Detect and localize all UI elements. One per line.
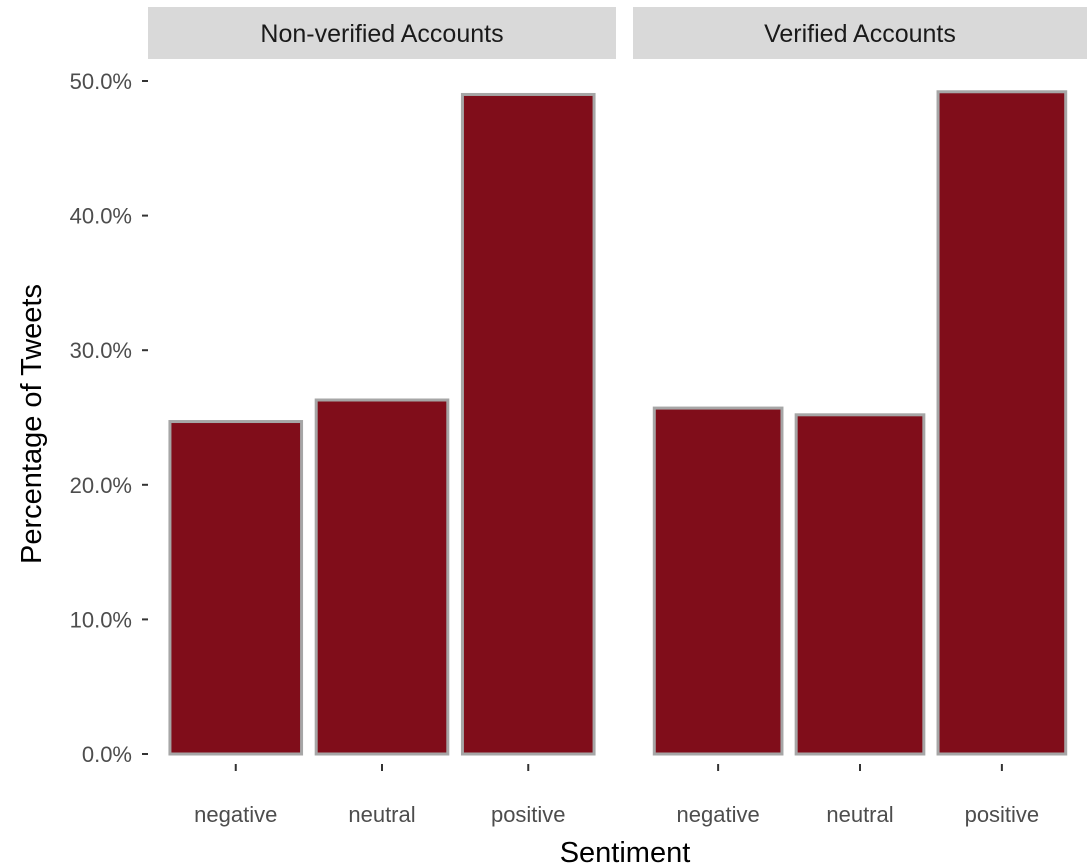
- facet-strip-label: Non-verified Accounts: [260, 20, 503, 48]
- x-tick-label: positive: [491, 802, 566, 827]
- bar: [314, 398, 450, 756]
- bar: [460, 92, 596, 756]
- y-axis: 0.0% 10.0% 20.0% 30.0% 40.0% 50.0%: [70, 69, 148, 767]
- x-tick-label: positive: [965, 802, 1040, 827]
- bar: [652, 406, 784, 756]
- x-tick-label: negative: [677, 802, 760, 827]
- x-tick-label: negative: [194, 802, 277, 827]
- y-tick-label: 50.0%: [70, 69, 132, 94]
- facet-strip: [633, 7, 1087, 59]
- y-tick-label: 20.0%: [70, 473, 132, 498]
- bar: [936, 90, 1068, 756]
- facet-strip-label: Verified Accounts: [764, 20, 956, 48]
- x-tick-label: neutral: [348, 802, 415, 827]
- x-axis: negative neutral positive negative neutral po…: [194, 764, 1039, 827]
- facet-strip: [148, 7, 616, 59]
- y-tick-label: 40.0%: [70, 204, 132, 229]
- bar: [794, 413, 926, 756]
- bar: [168, 420, 304, 756]
- facet-strips: Non-verified Accounts Verified Accounts: [148, 7, 1087, 59]
- y-tick-label: 10.0%: [70, 607, 132, 632]
- x-axis-title: Sentiment: [560, 837, 691, 867]
- bars: [168, 90, 1068, 756]
- x-tick-label: neutral: [826, 802, 893, 827]
- y-tick-label: 0.0%: [82, 742, 132, 767]
- y-axis-title: Percentage of Tweets: [16, 284, 48, 564]
- y-tick-label: 30.0%: [70, 338, 132, 363]
